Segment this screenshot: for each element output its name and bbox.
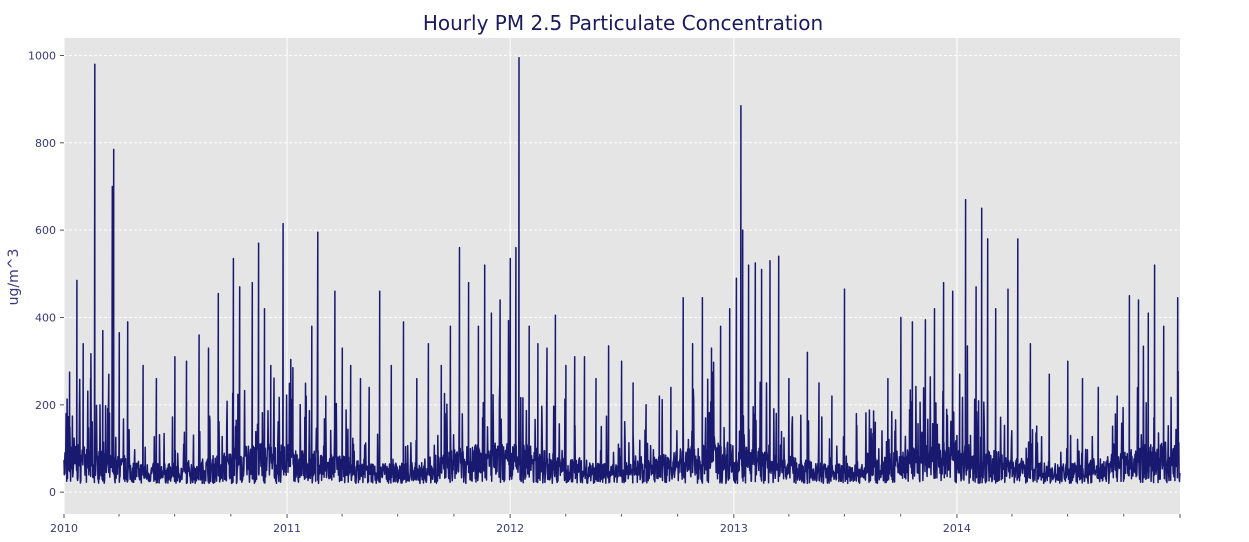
y-tick-label: 800 [35, 137, 56, 150]
x-tick-label: 2013 [720, 522, 748, 535]
x-tick-label: 2014 [943, 522, 971, 535]
y-tick-label: 400 [35, 311, 56, 324]
x-axis: 2010 2011 2012 2013 2014 [50, 514, 1181, 535]
y-tick-label: 200 [35, 399, 56, 412]
y-axis: 0 200 400 600 800 1000 [28, 49, 64, 499]
x-tick-label: 2012 [496, 522, 524, 535]
y-tick-label: 1000 [28, 49, 56, 62]
y-tick-label: 0 [49, 486, 56, 499]
x-tick-label: 2010 [50, 522, 78, 535]
y-axis-label: ug/m^3 [6, 249, 22, 306]
pm25-series-line [63, 56, 1181, 485]
y-tick-label: 600 [35, 224, 56, 237]
x-tick-label: 2011 [273, 522, 301, 535]
chart-title: Hourly PM 2.5 Particulate Concentration [423, 11, 823, 35]
series-layer [63, 56, 1181, 485]
